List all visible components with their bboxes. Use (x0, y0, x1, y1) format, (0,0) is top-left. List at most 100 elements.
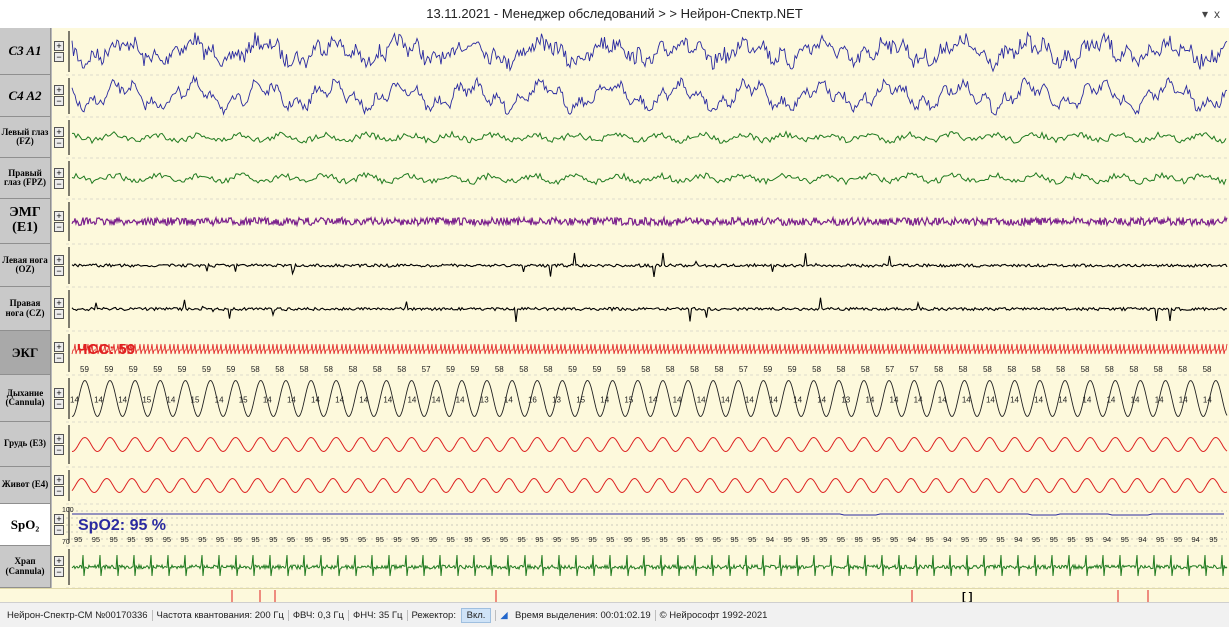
gain-decrease-button[interactable]: − (54, 485, 64, 496)
beat-rate-label: 58 (300, 365, 309, 374)
gain-increase-button[interactable]: + (54, 254, 64, 265)
gain-increase-button[interactable]: + (54, 474, 64, 485)
breath-rate-label: 14 (335, 396, 344, 405)
gain-decrease-button[interactable]: − (54, 567, 64, 577)
spo2-reading-label: 95 (642, 535, 650, 544)
channel-label[interactable]: Дыхание (Cannula) (0, 375, 51, 422)
beat-rate-label: 58 (959, 365, 968, 374)
gain-increase-button[interactable]: + (54, 298, 64, 308)
gain-increase-button[interactable]: + (54, 433, 64, 444)
channel-label[interactable]: C3 A1 (0, 28, 51, 75)
spo2-reading-label: 95 (801, 535, 809, 544)
spo2-reading-label: 95 (854, 535, 862, 544)
spo2-readout: SpO2: 95 % (78, 517, 166, 534)
breath-rate-label: 14 (962, 396, 971, 405)
selection-time: ◢ Время выделения: 00:01:02.19 (496, 609, 656, 621)
beat-rate-label: 58 (275, 365, 284, 374)
breath-rate-label: 14 (914, 396, 923, 405)
gain-increase-button[interactable]: + (54, 126, 64, 137)
gain-decrease-button[interactable]: − (54, 525, 64, 535)
spo2-reading-label: 95 (109, 535, 117, 544)
spo2-reading-label: 95 (251, 535, 259, 544)
beat-rate-label: 59 (153, 365, 162, 374)
recording-view[interactable]: C3 A1 C4 A2 Левый глаз (FZ) Правый глаз (FP… (0, 28, 1229, 588)
channel-label[interactable]: Левая нога (OZ) (0, 244, 51, 287)
gain-decrease-button[interactable]: − (54, 96, 64, 106)
channel-label[interactable]: ЭКГ (0, 331, 51, 375)
spo2-reading-label: 95 (925, 535, 933, 544)
beat-rate-label: 58 (373, 365, 382, 374)
spo2-reading-label: 95 (517, 535, 525, 544)
gain-increase-button[interactable]: + (54, 342, 64, 352)
breath-rate-label: 14 (697, 396, 706, 405)
event-marker-row[interactable]: [ ] (0, 588, 1229, 603)
gain-decrease-button[interactable]: − (54, 353, 64, 363)
spo2-reading-label: 95 (287, 535, 295, 544)
beat-rate-label: 58 (812, 365, 821, 374)
gain-increase-button[interactable]: + (54, 210, 64, 221)
gain-increase-button[interactable]: + (54, 387, 64, 398)
breath-rate-label: 14 (311, 396, 320, 405)
window-menu-icon[interactable]: ▾ (1202, 7, 1209, 21)
ecg-trace (71, 343, 1228, 355)
gain-decrease-button[interactable]: − (54, 309, 64, 319)
channel-label[interactable]: Храп (Cannula) (0, 546, 51, 588)
breath-rate-label: 14 (432, 396, 441, 405)
gain-decrease-button[interactable]: − (54, 178, 64, 189)
sampling-rate: Частота квантования: 200 Гц (153, 609, 289, 621)
beat-rate-label: 59 (568, 365, 577, 374)
beat-rate-label: 58 (251, 365, 260, 374)
gain-decrease-button[interactable]: − (54, 265, 64, 276)
beat-rate-label: 58 (495, 365, 504, 374)
spo2-reading-label: 95 (1067, 535, 1075, 544)
gain-decrease-button[interactable]: − (54, 398, 64, 409)
gain-decrease-button[interactable]: − (54, 444, 64, 455)
beat-rate-label: 59 (470, 365, 479, 374)
breath-rate-label: 14 (721, 396, 730, 405)
spo2-reading-label: 95 (837, 535, 845, 544)
channel-label[interactable]: Правый глаз (FPZ) (0, 158, 51, 199)
trace-canvas[interactable]: ЧСС: 59 59 59 59 59 59 59 59 58 58 58 58 58 58 58 57 59 5… (0, 28, 1229, 588)
gain-increase-button[interactable]: + (54, 556, 64, 566)
selection-bracket: [ ] (962, 591, 973, 603)
spo2-reading-label: 95 (269, 535, 277, 544)
beat-rate-label: 57 (910, 365, 919, 374)
gain-decrease-button[interactable]: − (54, 221, 64, 232)
beat-rate-label: 58 (837, 365, 846, 374)
breath-rate-label: 14 (1179, 396, 1188, 405)
channel-label[interactable]: Левый глаз (FZ) (0, 117, 51, 158)
title-bar: 13.11.2021 - Менеджер обследований > > Н… (0, 0, 1229, 29)
snore-trace (71, 554, 1228, 577)
gain-decrease-button[interactable]: − (54, 137, 64, 148)
gain-increase-button[interactable]: + (54, 167, 64, 178)
notch-toggle-button[interactable]: Вкл. (460, 607, 492, 623)
breath-rate-label: 14 (1034, 396, 1043, 405)
channel-label[interactable]: SpO₂ (0, 504, 51, 546)
breath-rate-label: 14 (1106, 396, 1115, 405)
breath-rate-label: 14 (1082, 396, 1091, 405)
gain-increase-button[interactable]: + (54, 40, 64, 51)
gain-decrease-button[interactable]: − (54, 51, 64, 62)
gain-increase-button[interactable]: + (54, 514, 64, 524)
beat-rate-label: 59 (446, 365, 455, 374)
breath-rate-label: 14 (769, 396, 778, 405)
close-icon[interactable]: x (1214, 7, 1220, 21)
channel-label[interactable]: Грудь (E3) (0, 422, 51, 467)
channel-label[interactable]: C4 A2 (0, 75, 51, 117)
spo2-reading-label: 94 (943, 535, 951, 544)
spo2-reading-label: 95 (1156, 535, 1164, 544)
channel-label[interactable]: ЭМГ (E1) (0, 199, 51, 244)
beat-rate-label: 58 (324, 365, 333, 374)
breath-rate-label: 15 (576, 396, 585, 405)
spo2-reading-label: 95 (695, 535, 703, 544)
beat-rate-label: 58 (1032, 365, 1041, 374)
beat-rate-label: 58 (1105, 365, 1114, 374)
spo2-reading-label: 95 (535, 535, 543, 544)
selection-icon: ◢ (500, 609, 508, 621)
beat-rate-label: 59 (617, 365, 626, 374)
channel-label[interactable]: Живот (E4) (0, 467, 51, 504)
gain-increase-button[interactable]: + (54, 85, 64, 95)
breath-rate-label: 14 (865, 396, 874, 405)
channel-label[interactable]: Правая нога (CZ) (0, 287, 51, 331)
beat-rate-label: 58 (690, 365, 699, 374)
